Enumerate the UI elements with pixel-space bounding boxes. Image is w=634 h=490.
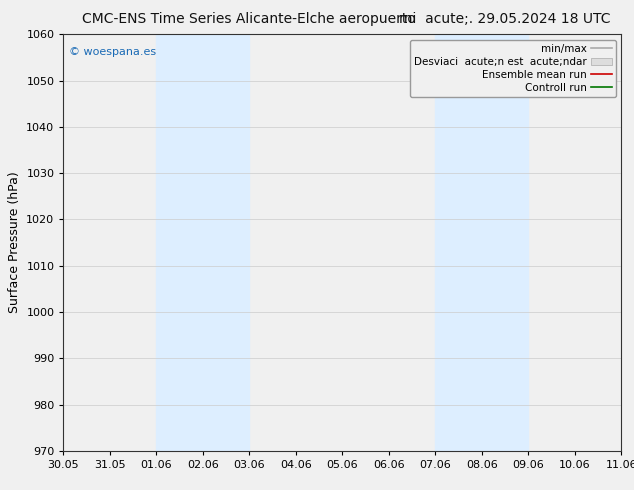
Bar bbox=[436, 34, 528, 451]
Text: mi  acute;. 29.05.2024 18 UTC: mi acute;. 29.05.2024 18 UTC bbox=[399, 12, 611, 26]
Text: CMC-ENS Time Series Alicante-Elche aeropuerto: CMC-ENS Time Series Alicante-Elche aerop… bbox=[82, 12, 417, 26]
Text: © woespana.es: © woespana.es bbox=[69, 47, 156, 57]
Bar bbox=[157, 34, 249, 451]
Legend: min/max, Desviaci  acute;n est  acute;ndar, Ensemble mean run, Controll run: min/max, Desviaci acute;n est acute;ndar… bbox=[410, 40, 616, 97]
Y-axis label: Surface Pressure (hPa): Surface Pressure (hPa) bbox=[8, 172, 21, 314]
